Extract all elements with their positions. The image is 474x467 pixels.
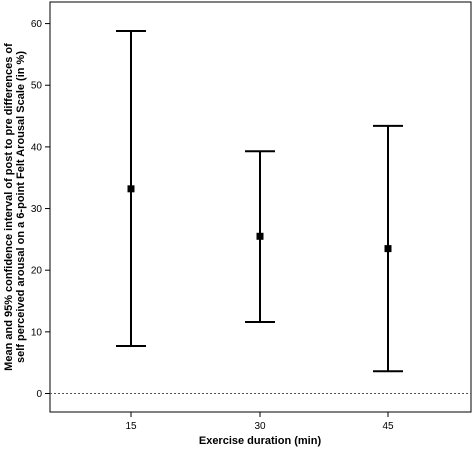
mean-marker bbox=[256, 232, 264, 240]
error-bar-30 bbox=[245, 150, 275, 323]
x-tick-label: 15 bbox=[125, 421, 137, 432]
y-tick-label: 50 bbox=[31, 81, 43, 92]
mean-marker bbox=[127, 185, 135, 193]
y-tick-label: 10 bbox=[31, 327, 43, 338]
error-bar-15 bbox=[116, 29, 146, 348]
x-axis-ticks: 15 30 45 bbox=[125, 412, 394, 432]
y-tick-label: 60 bbox=[31, 19, 43, 30]
mean-marker bbox=[384, 245, 392, 253]
x-tick-label: 45 bbox=[382, 421, 394, 432]
y-axis-title-line2: self perceived arousal on a 6-point Felt… bbox=[15, 51, 27, 363]
y-tick-label: 20 bbox=[31, 266, 43, 277]
error-bar-45 bbox=[373, 124, 403, 373]
y-axis-ticks: 0 10 20 30 40 50 60 bbox=[31, 19, 50, 400]
y-tick-label: 0 bbox=[36, 389, 42, 400]
y-tick-label: 30 bbox=[31, 204, 43, 215]
y-tick-label: 40 bbox=[31, 142, 43, 153]
y-axis-title-line1: Mean and 95% confidence interval of post… bbox=[3, 43, 15, 371]
x-axis-title: Exercise duration (min) bbox=[199, 435, 322, 447]
error-bars bbox=[116, 29, 403, 373]
x-tick-label: 30 bbox=[254, 421, 266, 432]
